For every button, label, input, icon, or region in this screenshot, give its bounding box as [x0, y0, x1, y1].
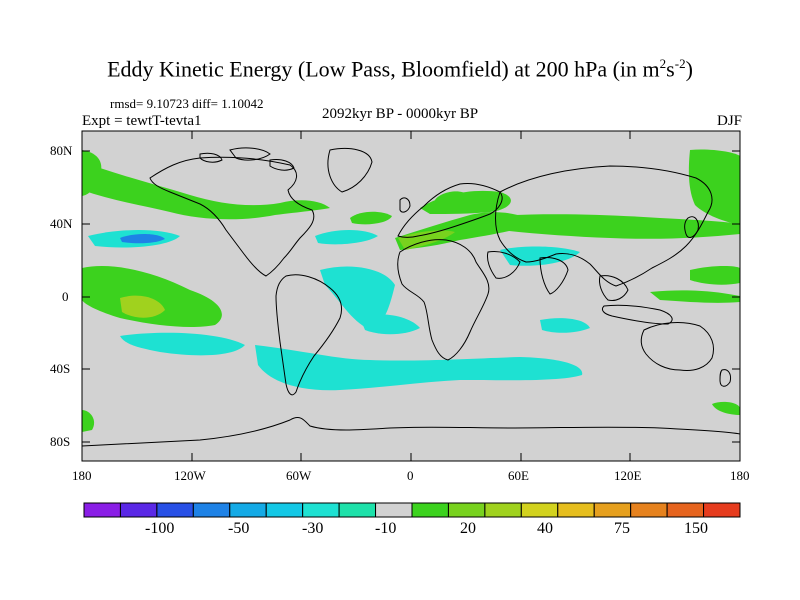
colorbar-swatch [703, 502, 741, 518]
colorbar-swatch [119, 502, 158, 518]
colorbar-swatch [192, 502, 231, 518]
lon-label-120w: 120W [174, 468, 206, 483]
coast-greenland [327, 148, 373, 193]
colorbar-swatch [338, 502, 377, 518]
colorbar-label-75: 75 [614, 520, 630, 537]
coast-new-zealand [719, 369, 731, 387]
colorbar-label-neg30: -30 [302, 520, 324, 537]
colorbar-label-40: 40 [537, 520, 553, 537]
lon-label-60e: 60E [508, 468, 529, 483]
diff-label: diff= [192, 96, 218, 111]
colorbar-label-neg50: -50 [228, 520, 250, 537]
contour-green-farwest [82, 150, 102, 196]
contour-green-ne-asia [690, 265, 740, 285]
contour-cyan-natl [315, 230, 378, 245]
colorbar-swatch [484, 502, 522, 518]
coastlines [82, 147, 740, 447]
colorbar-swatch [265, 502, 304, 518]
plot-title: Eddy Kinetic Energy (Low Pass, Bloomfiel… [107, 56, 693, 82]
stats-line: rmsd= 9.10723 diff= 1.10042 [110, 96, 263, 112]
right-label: DJF [716, 113, 742, 129]
colorbar-swatch [520, 502, 559, 518]
colorbar-swatch [83, 502, 121, 518]
contour-green-spot-eur [435, 191, 468, 204]
lon-label-180e: 180 [730, 468, 750, 483]
contour-green-npacific [82, 163, 330, 220]
contour-green-japan [688, 149, 740, 225]
colorbar-swatch [666, 502, 705, 518]
contour-green-se-pac [712, 401, 740, 415]
contour-cyan-ind-s [540, 318, 590, 333]
contour-cyan-atl-s [360, 314, 420, 335]
left-label: Expt = tewtT-tevta1 [82, 113, 202, 129]
colorbar-swatch [557, 502, 595, 518]
coast-se-asia [599, 275, 629, 301]
contour-green-europe [420, 190, 511, 214]
colorbar-swatch [375, 502, 413, 518]
colorbar-swatch [593, 502, 632, 518]
coast-arabia [487, 251, 521, 279]
colorbar-label-neg100: -100 [145, 520, 175, 537]
rmsd-value: 9.10723 [146, 96, 189, 111]
contour-yellow-tropical [120, 295, 165, 318]
coast-antarctica [82, 417, 740, 447]
contour-green-spot-atl [350, 211, 392, 225]
colorbar-label-150: 150 [684, 520, 708, 537]
coast-indonesia [601, 304, 673, 325]
contour-cyan-ind-band [410, 361, 563, 378]
contour-green-east-pac [82, 410, 95, 432]
colorbar-label-20: 20 [460, 520, 476, 537]
lon-label-180w: 180 [72, 468, 92, 483]
lat-label-0: 0 [62, 289, 69, 304]
rmsd-label: rmsd= [110, 96, 144, 111]
colorbar-swatch [447, 502, 486, 518]
colorbar-label-neg10: -10 [375, 520, 397, 537]
colorbar-swatch [302, 502, 340, 518]
coast-india [539, 257, 569, 295]
coast-south-america [275, 274, 343, 396]
center-label: 2092kyr BP - 0000kyr BP [321, 106, 479, 122]
coast-arctic-islands [199, 147, 295, 171]
coast-australia [640, 322, 714, 371]
coast-asia [495, 165, 713, 287]
contour-cyan-spac [120, 332, 245, 356]
contour-blue-npac [120, 233, 165, 244]
coast-uk [399, 197, 411, 213]
lon-label-120e: 120E [614, 468, 642, 483]
colorbar-swatch [156, 502, 194, 518]
colorbar-swatch [630, 502, 668, 518]
lon-label-0: 0 [407, 468, 414, 483]
lat-label-40s: 40S [50, 361, 71, 376]
lon-label-60w: 60W [286, 468, 312, 483]
coast-europe [397, 183, 503, 238]
axis-ticks [82, 131, 740, 461]
colorbar [83, 502, 741, 518]
lat-label-40n: 40N [50, 216, 73, 231]
colorbar-swatch [229, 502, 267, 518]
diff-value: 1.10042 [221, 96, 264, 111]
coast-north-america [149, 156, 315, 277]
lat-label-80n: 80N [50, 143, 73, 158]
contour-green-tropical-pac [82, 266, 222, 328]
contour-cyan-tropatl [320, 266, 395, 330]
colorbar-swatch [411, 502, 449, 518]
lat-label-80s: 80S [50, 434, 71, 449]
contour-green-west-pac [650, 290, 740, 303]
contour-green-asia [470, 214, 740, 239]
coast-africa [397, 239, 490, 361]
coast-japan [684, 216, 699, 238]
